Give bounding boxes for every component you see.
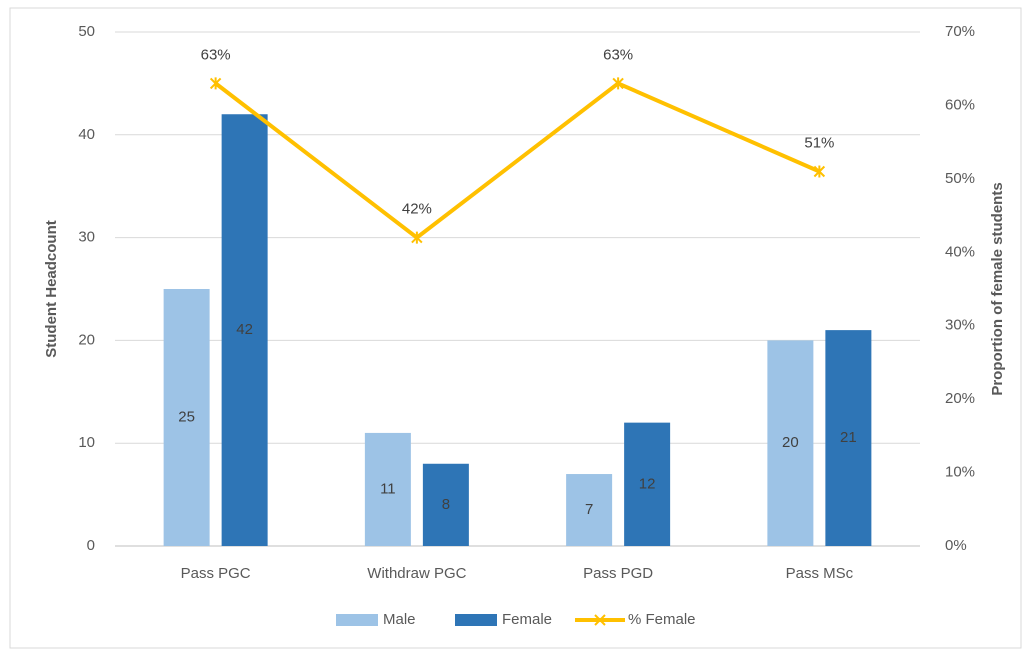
bar-value-label: 20	[782, 434, 799, 451]
bar-value-label: 42	[236, 321, 253, 338]
bar-value-label: 7	[585, 501, 593, 518]
y-tick-label: 30	[78, 229, 95, 246]
y2-axis-title: Proportion of female students	[989, 182, 1006, 395]
bar	[767, 340, 814, 546]
line-marker	[411, 231, 423, 244]
bar-value-label: 11	[380, 480, 396, 497]
legend-label: Female	[502, 611, 552, 628]
y-tick-label: 0	[87, 537, 95, 554]
legend-swatch	[455, 614, 497, 626]
x-tick-label: Pass MSc	[786, 565, 854, 582]
bar	[624, 422, 671, 546]
x-tick-label: Withdraw PGC	[367, 565, 466, 582]
bar	[422, 463, 469, 546]
x-tick-label: Pass PGD	[583, 565, 653, 582]
line-value-label: 51%	[804, 134, 834, 151]
bar	[163, 289, 210, 546]
y2-tick-label: 30%	[945, 317, 975, 334]
legend-marker	[594, 614, 606, 626]
y2-tick-label: 50%	[945, 170, 975, 187]
x-tick-label: Pass PGC	[181, 565, 251, 582]
y2-tick-label: 60%	[945, 96, 975, 113]
line-series	[214, 81, 821, 241]
line-marker	[813, 165, 826, 178]
y-tick-label: 20	[78, 331, 95, 348]
y-tick-label: 40	[78, 126, 95, 143]
bar	[566, 474, 613, 546]
line-value-label: 63%	[603, 46, 633, 63]
bar	[221, 114, 268, 547]
line-value-label: 42%	[402, 201, 432, 218]
legend-label: % Female	[628, 611, 696, 628]
legend-label: Male	[383, 611, 416, 628]
bar	[364, 432, 411, 546]
line-marker	[612, 77, 624, 90]
bar	[825, 330, 872, 546]
y-axis-title: Student Headcount	[43, 220, 60, 358]
bar-value-label: 8	[442, 496, 450, 513]
y2-tick-label: 20%	[945, 390, 975, 407]
y2-tick-label: 40%	[945, 243, 975, 260]
line-value-label: 63%	[201, 46, 231, 63]
legend-swatch	[336, 614, 378, 626]
bar-value-label: 12	[639, 475, 656, 492]
y2-tick-label: 0%	[945, 537, 967, 554]
bar-value-label: 21	[840, 429, 857, 446]
chart-border	[9, 7, 1022, 649]
y-tick-label: 50	[78, 23, 95, 40]
y2-tick-label: 70%	[945, 23, 975, 40]
y-tick-label: 10	[78, 434, 95, 451]
y2-tick-label: 10%	[945, 464, 975, 481]
bar-value-label: 25	[178, 408, 195, 425]
line-marker	[209, 77, 222, 90]
